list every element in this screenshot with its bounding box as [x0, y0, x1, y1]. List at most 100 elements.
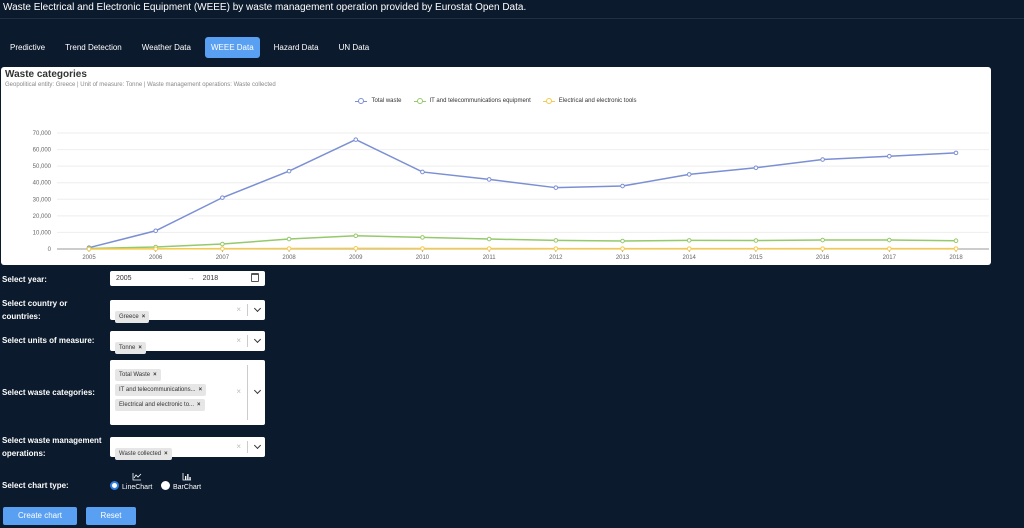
- chart-title: Waste categories: [5, 69, 87, 80]
- data-point-electrical-and-electronic-tools: [953, 246, 959, 251]
- chart-subtitle: Geopolitical entity: Greece | Unit of me…: [5, 82, 276, 88]
- reset-button[interactable]: Reset: [86, 507, 136, 525]
- y-tick-label: 40,000: [33, 181, 52, 187]
- data-point-total-waste: [620, 183, 625, 189]
- chip-remove-icon[interactable]: ×: [197, 402, 201, 408]
- tab-hazard-data[interactable]: Hazard Data: [273, 43, 319, 52]
- radio-barchart[interactable]: BarChart: [161, 472, 201, 491]
- legend-label: IT and telecommunications equipment: [429, 98, 531, 104]
- clear-icon[interactable]: ×: [236, 305, 241, 314]
- end-year[interactable]: 2018: [202, 275, 219, 282]
- tab-un-data[interactable]: UN Data: [338, 43, 370, 52]
- data-point-electrical-and-electronic-tools: [887, 246, 892, 251]
- data-point-it-and-telecommunications-equipment: [753, 238, 759, 243]
- legend-item-total-waste[interactable]: Total waste: [355, 98, 402, 104]
- chip-remove-icon[interactable]: ×: [164, 451, 168, 457]
- title-divider: [0, 18, 1024, 19]
- data-point-electrical-and-electronic-tools: [153, 246, 158, 252]
- operations-label: Select waste management operations:: [2, 434, 102, 460]
- categories-select[interactable]: Total Waste × IT and telecommunications..…: [110, 360, 265, 425]
- data-point-electrical-and-electronic-tools: [353, 246, 359, 251]
- radio-label: BarChart: [173, 484, 202, 491]
- radio-label: LineChart: [122, 484, 153, 491]
- x-tick-label: 2007: [216, 255, 230, 261]
- data-point-electrical-and-electronic-tools: [686, 246, 692, 251]
- clear-icon[interactable]: ×: [236, 442, 241, 451]
- data-point-it-and-telecommunications-equipment: [820, 237, 825, 243]
- clear-icon[interactable]: ×: [236, 336, 241, 345]
- chip-label: Tonne: [119, 345, 136, 351]
- chip-it-telecom: IT and telecommunications... ×: [115, 378, 207, 396]
- legend-item-electrical-tools[interactable]: Electrical and electronic tools: [542, 98, 637, 104]
- y-tick-label: 0: [48, 247, 52, 253]
- chevron-down-icon[interactable]: [253, 386, 262, 395]
- x-tick-label: 2014: [683, 255, 697, 261]
- country-label-line2: countries:: [2, 312, 41, 321]
- page-title: Waste Electrical and Electronic Equipmen…: [3, 2, 527, 13]
- chevron-down-icon[interactable]: [253, 304, 262, 313]
- tab-predictive[interactable]: Predictive: [10, 43, 46, 52]
- data-point-total-waste: [420, 169, 425, 175]
- data-point-total-waste: [553, 185, 559, 190]
- chart-legend: Total waste IT and telecommunications eq…: [1, 98, 991, 104]
- chip-greece: Greece ×: [115, 311, 150, 323]
- x-tick-label: 2018: [949, 255, 963, 261]
- chart-card: 0 10,000 20,000 30,000 40,000 50,000 60,000 70,…: [1, 67, 991, 265]
- x-tick-label: 2017: [883, 255, 897, 261]
- chip-total-waste: Total Waste ×: [115, 363, 161, 381]
- operations-label-line2: operations:: [2, 449, 46, 458]
- y-tick-label: 50,000: [33, 164, 52, 170]
- categories-label: Select waste categories:: [2, 388, 95, 397]
- tab-weee-data[interactable]: WEEE Data: [204, 37, 260, 58]
- chevron-down-icon[interactable]: [253, 335, 262, 344]
- data-point-it-and-telecommunications-equipment: [887, 237, 892, 243]
- legend-label: Electrical and electronic tools: [558, 98, 637, 104]
- operations-select[interactable]: Waste collected × ×: [110, 437, 265, 460]
- tab-trend-detection[interactable]: Trend Detection: [65, 43, 122, 52]
- chip-remove-icon[interactable]: ×: [198, 387, 203, 393]
- clear-icon[interactable]: ×: [236, 387, 241, 396]
- chip-electrical-tools: Electrical and electronic to... ×: [115, 393, 205, 411]
- x-tick-label: 2011: [483, 255, 497, 261]
- start-year[interactable]: 2005: [116, 275, 132, 282]
- data-point-total-waste: [286, 168, 292, 174]
- select-separator: [247, 335, 248, 347]
- data-point-it-and-telecommunications-equipment: [620, 238, 625, 244]
- legend-swatch: [542, 98, 555, 104]
- chip-label: Waste collected: [119, 451, 162, 457]
- operations-label-line1: Select waste management: [2, 436, 102, 445]
- data-point-it-and-telecommunications-equipment: [286, 236, 292, 242]
- data-point-total-waste: [353, 137, 359, 142]
- select-separator: [247, 365, 248, 420]
- country-select[interactable]: Greece × ×: [110, 300, 265, 323]
- radio-button[interactable]: [161, 481, 170, 490]
- create-chart-button[interactable]: Create chart: [3, 507, 77, 525]
- range-arrow: →: [187, 275, 195, 282]
- chip-remove-icon[interactable]: ×: [141, 314, 146, 320]
- data-point-total-waste: [820, 157, 825, 162]
- x-tick-label: 2012: [549, 255, 563, 261]
- bar-chart-icon: [182, 472, 192, 484]
- chip-label: Electrical and electronic to...: [119, 402, 195, 408]
- country-label: Select country or countries:: [2, 297, 67, 323]
- country-label-line1: Select country or: [2, 299, 68, 308]
- chip-remove-icon[interactable]: ×: [153, 372, 157, 378]
- data-point-electrical-and-electronic-tools: [620, 246, 625, 251]
- calendar-icon[interactable]: [251, 273, 259, 282]
- chip-waste-collected: Waste collected ×: [115, 448, 172, 460]
- tab-weather-data[interactable]: Weather Data: [141, 43, 191, 52]
- legend-item-it-telecom[interactable]: IT and telecommunications equipment: [413, 98, 531, 104]
- x-tick-label: 2006: [149, 255, 163, 261]
- chip-remove-icon[interactable]: ×: [138, 345, 142, 351]
- radio-linechart[interactable]: LineChart: [110, 472, 152, 491]
- select-separator: [247, 304, 248, 316]
- data-point-total-waste: [486, 177, 492, 182]
- data-point-it-and-telecommunications-equipment: [220, 241, 225, 247]
- units-select[interactable]: Tonne × ×: [110, 331, 265, 354]
- radio-button-checked[interactable]: [110, 481, 119, 490]
- chip-label: Total Waste: [119, 372, 151, 378]
- chevron-down-icon[interactable]: [253, 441, 262, 450]
- series-line-it-and-telecommunications-equipment: [88, 234, 957, 250]
- tab-bar: Predictive Trend Detection Weather Data …: [4, 37, 383, 58]
- year-range-picker[interactable]: 2005 → 2018: [110, 271, 265, 286]
